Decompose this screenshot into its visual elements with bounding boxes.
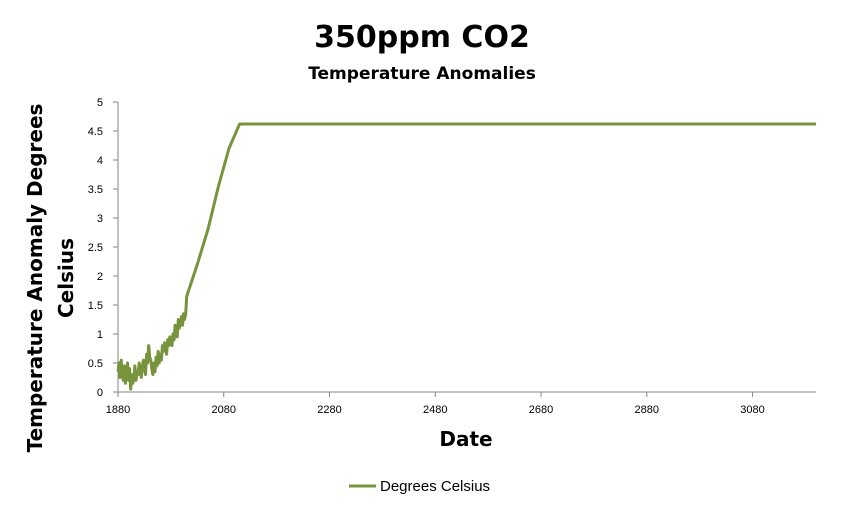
y-tick-label: 1.5: [88, 300, 103, 312]
y-tick-label: 4.5: [88, 126, 103, 138]
x-tick-label: 1880: [106, 404, 130, 416]
y-axis-title: Temperature Anomaly Degrees Celsius: [23, 104, 78, 453]
chart-title: 350ppm CO2: [314, 20, 530, 55]
series-layer: [116, 122, 816, 391]
y-tick-label: 1: [97, 329, 103, 341]
x-tick-label: 2880: [635, 404, 659, 416]
y-axis-title-line1: Temperature Anomaly Degrees: [23, 104, 47, 453]
y-tick-label: 0.5: [88, 358, 103, 370]
legend: Degrees Celsius: [349, 478, 490, 495]
y-tick-label: 0: [97, 387, 103, 399]
y-axis-ticks: 0 0.5 1 1.5 2 2.5 3 3.5 4 4.5 5: [88, 97, 118, 399]
series-line-0: [116, 122, 816, 391]
y-tick-label: 3.5: [88, 184, 103, 196]
y-axis-title-line2: Celsius: [54, 238, 78, 318]
x-tick-label: 3080: [740, 404, 764, 416]
x-tick-label: 2680: [529, 404, 553, 416]
axes: [117, 102, 816, 393]
x-tick-label: 2280: [317, 404, 341, 416]
x-axis-title: Date: [439, 427, 492, 451]
x-axis-ticks: 1880 2080 2280 2480 2680 2880 3080: [106, 392, 765, 416]
y-tick-label: 2: [97, 271, 103, 283]
y-tick-label: 5: [97, 97, 103, 109]
legend-label: Degrees Celsius: [380, 478, 490, 495]
y-tick-label: 3: [97, 213, 103, 225]
y-tick-label: 2.5: [88, 242, 103, 254]
chart-subtitle: Temperature Anomalies: [308, 64, 536, 84]
x-tick-label: 2480: [423, 404, 447, 416]
x-tick-label: 2080: [212, 404, 236, 416]
y-tick-label: 4: [97, 155, 103, 167]
